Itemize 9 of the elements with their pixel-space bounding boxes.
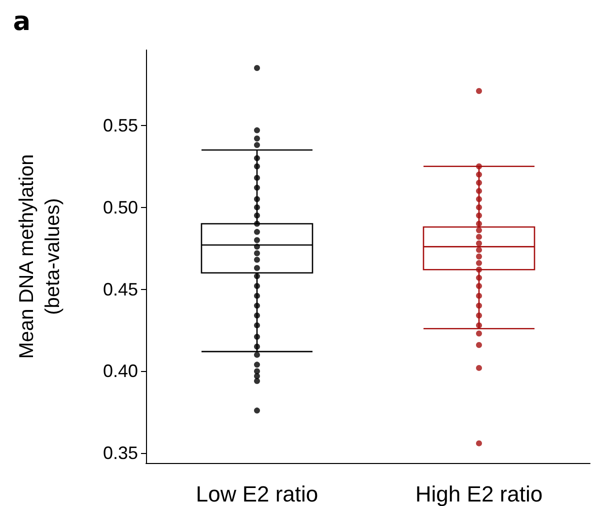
- y-tick-label: 0.35: [102, 443, 138, 464]
- y-tick-label: 0.50: [102, 197, 138, 218]
- y-tick-label: 0.45: [102, 279, 138, 300]
- x-tick-label: Low E2 ratio: [196, 482, 318, 506]
- y-tick-label: 0.40: [102, 361, 138, 382]
- y-axis-title: Mean DNA methylation (beta-values): [16, 154, 64, 359]
- y-tick-label: 0.55: [102, 115, 138, 136]
- chart-title: a: [13, 7, 31, 37]
- x-tick-label: High E2 ratio: [415, 482, 543, 506]
